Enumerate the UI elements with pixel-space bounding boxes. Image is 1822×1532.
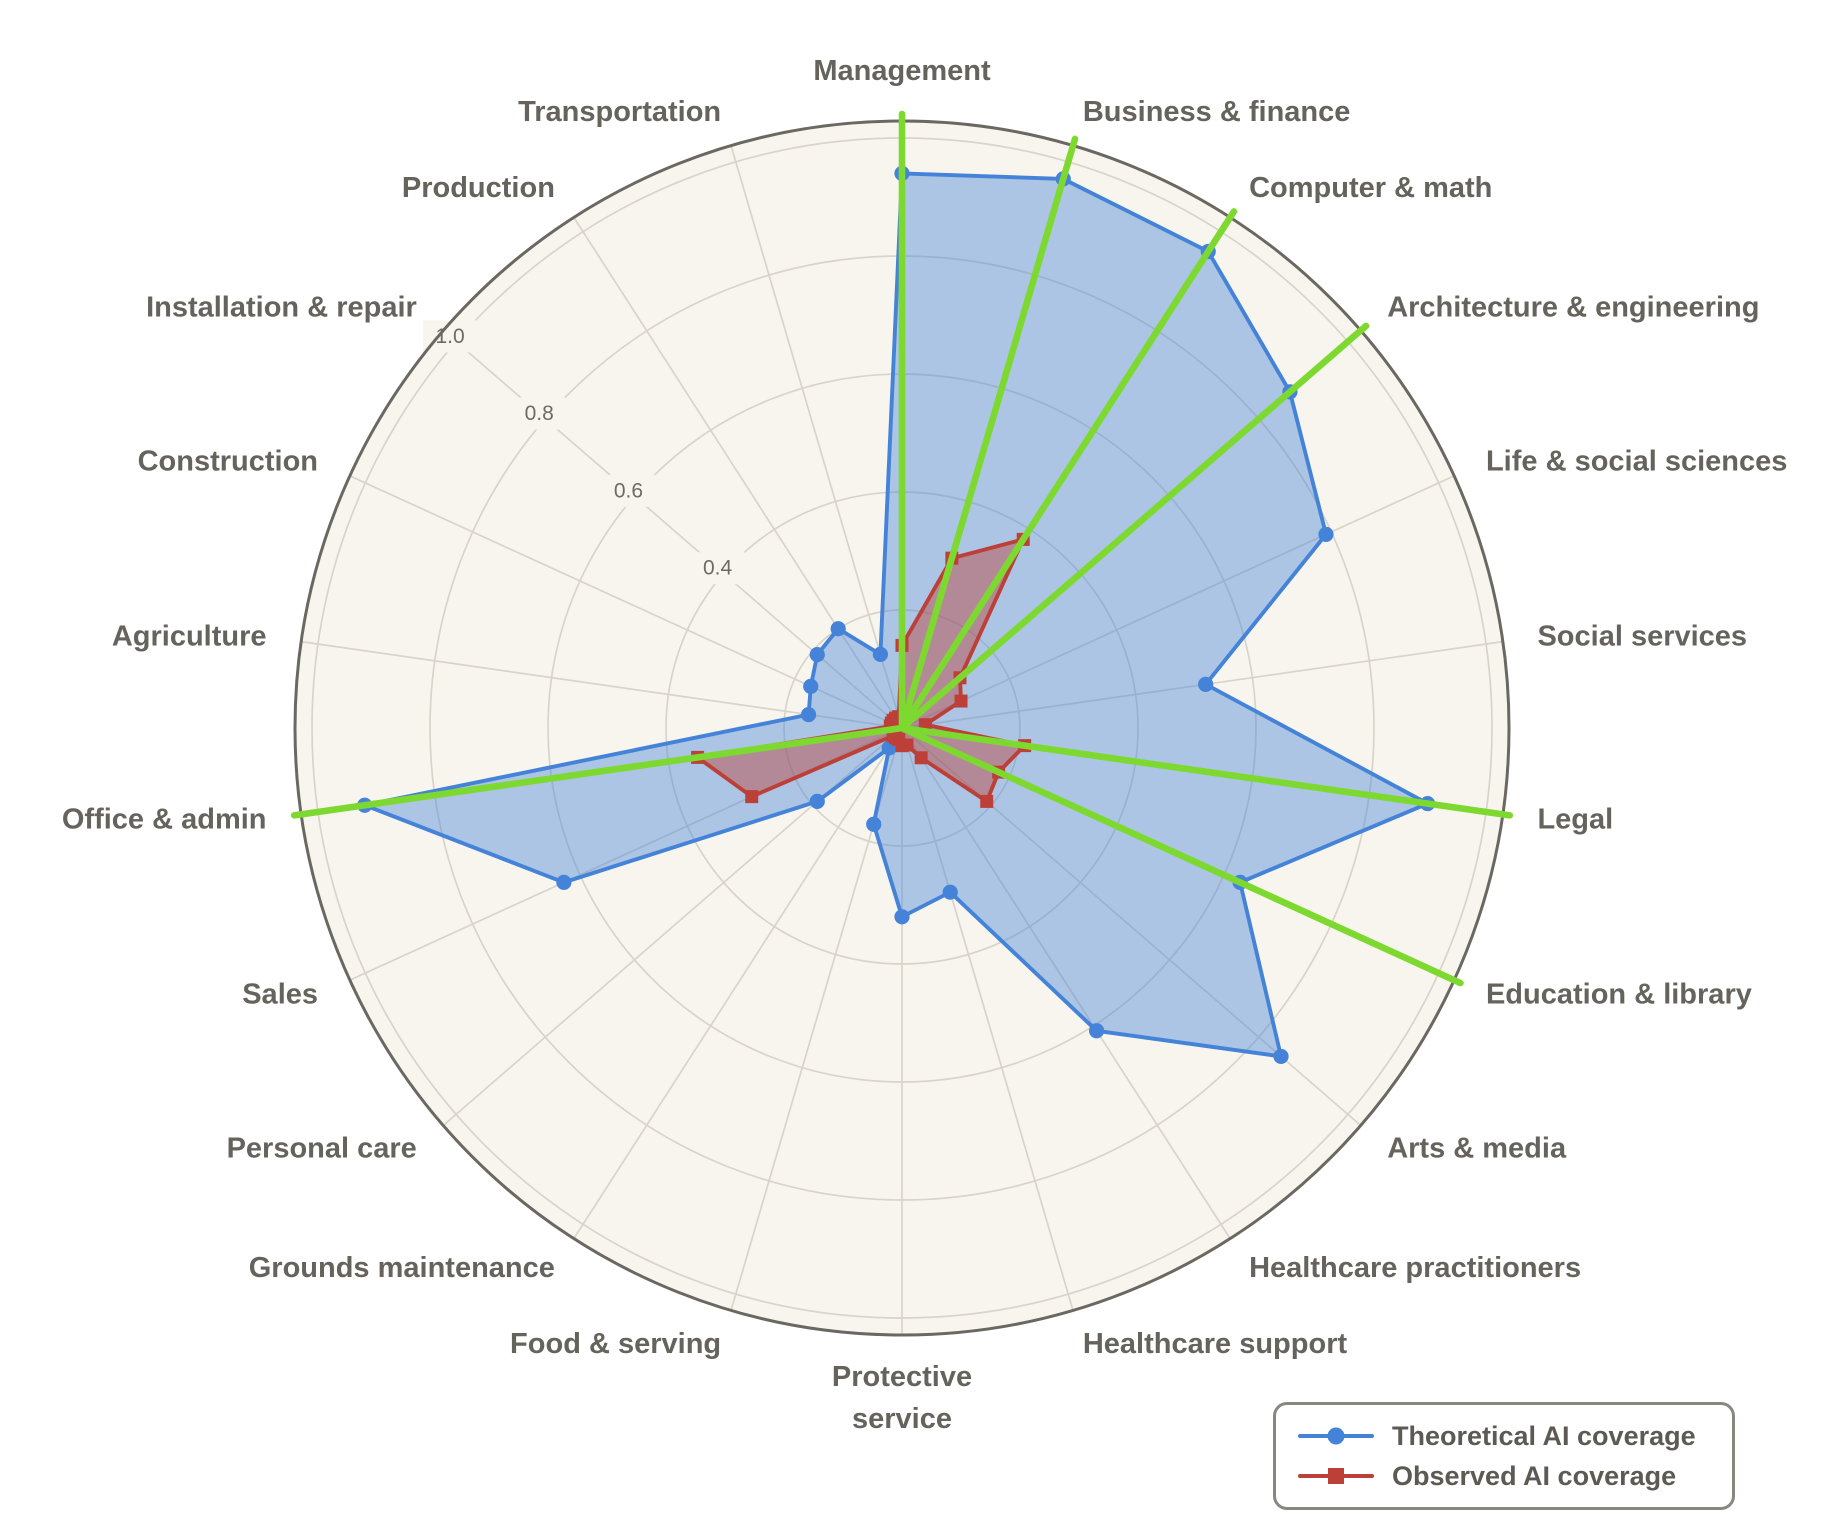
category-label-education-library: Education & library <box>1486 979 1752 1011</box>
category-label-installation-repair: Installation & repair <box>146 292 417 324</box>
rtick-bg-0.6 <box>601 474 656 507</box>
point-theoretical-ai-coverage-food-serving <box>866 816 882 832</box>
point-theoretical-ai-coverage-protective-service <box>894 909 910 925</box>
category-label-business-finance: Business & finance <box>1083 96 1351 128</box>
square-marker-icon <box>1328 1468 1344 1484</box>
highlight-spoke-legal <box>898 724 1514 819</box>
category-label-legal: Legal <box>1537 803 1613 835</box>
grid-spoke-healthcare-support <box>901 727 1074 1311</box>
highlight-spoke-education-library <box>898 724 1464 987</box>
grid-spoke-grounds-maintenance <box>573 727 903 1240</box>
rtick-bg-0.4 <box>690 552 745 585</box>
point-theoretical-ai-coverage-social-services <box>1198 676 1214 692</box>
category-label-construction: Construction <box>138 445 318 477</box>
point-observed-ai-coverage-life-social-sciences <box>954 694 968 708</box>
point-theoretical-ai-coverage-life-social-sciences <box>1318 526 1334 542</box>
legend-item-theoretical: Theoretical AI coverage <box>1298 1421 1732 1451</box>
point-theoretical-ai-coverage-construction <box>803 678 819 694</box>
legend-label-theoretical: Theoretical AI coverage <box>1392 1420 1696 1451</box>
grid-spoke-life-social-sciences <box>901 475 1455 729</box>
point-observed-ai-coverage-sales <box>745 790 759 804</box>
rtick-bg-0.8 <box>512 397 567 430</box>
r-axis-tick-0.8: 0.8 <box>525 402 554 425</box>
category-label-production: Production <box>402 172 555 204</box>
point-theoretical-ai-coverage-arts-media <box>1273 1048 1289 1065</box>
category-label-healthcare-practitioners: Healthcare practitioners <box>1249 1252 1581 1284</box>
r-axis-tick-0.4: 0.4 <box>703 557 733 580</box>
point-theoretical-ai-coverage-production <box>830 621 846 637</box>
category-label-arts-media: Arts & media <box>1387 1132 1567 1164</box>
legend-line-sample-blue <box>1298 1427 1374 1445</box>
point-observed-ai-coverage-healthcare-practitioners <box>914 751 928 765</box>
highlight-spoke-business-finance <box>898 135 1079 732</box>
legend-item-observed: Observed AI coverage <box>1298 1461 1732 1491</box>
category-label-grounds-maintenance: Grounds maintenance <box>249 1252 555 1284</box>
category-label-architecture-engineering: Architecture & engineering <box>1387 292 1759 324</box>
category-label-life-social-sciences: Life & social sciences <box>1486 445 1787 477</box>
category-label-food-serving: Food & serving <box>510 1328 721 1360</box>
point-observed-ai-coverage-arts-media <box>980 794 994 808</box>
category-label-transportation: Transportation <box>518 96 721 128</box>
category-label-social-services: Social services <box>1537 621 1747 653</box>
category-label-personal-care: Personal care <box>227 1132 417 1164</box>
highlight-spoke-computer-math <box>898 208 1238 732</box>
point-theoretical-ai-coverage-installation-repair <box>809 646 825 663</box>
circle-marker-icon <box>1327 1427 1345 1445</box>
point-theoretical-ai-coverage-transportation <box>872 646 888 663</box>
legend-label-observed: Observed AI coverage <box>1392 1460 1677 1491</box>
category-label-protective-service: Protective service <box>832 1361 972 1435</box>
point-theoretical-ai-coverage-sales <box>556 874 572 891</box>
legend: Theoretical AI coverage Observed AI cove… <box>1273 1402 1735 1510</box>
legend-line-sample-red <box>1298 1468 1374 1484</box>
point-theoretical-ai-coverage-healthcare-practitioners <box>1088 1023 1105 1039</box>
category-label-sales: Sales <box>242 979 318 1011</box>
category-label-office-admin: Office & admin <box>62 803 267 835</box>
grid-spoke-healthcare-practitioners <box>901 727 1231 1240</box>
r-axis-tick-0.6: 0.6 <box>614 479 643 502</box>
category-label-agriculture: Agriculture <box>112 621 267 653</box>
rtick-bg-1.0 <box>423 320 478 353</box>
point-theoretical-ai-coverage-personal-care <box>809 793 825 810</box>
point-theoretical-ai-coverage-agriculture <box>800 706 817 723</box>
point-theoretical-ai-coverage-healthcare-support <box>942 884 958 900</box>
highlight-spoke-office-admin <box>290 724 906 819</box>
category-label-healthcare-support: Healthcare support <box>1083 1328 1348 1360</box>
grid-spoke-installation-repair <box>442 329 903 729</box>
highlight-spoke-architecture-engineering <box>898 322 1370 732</box>
grid-spoke-transportation <box>730 145 903 729</box>
category-label-computer-math: Computer & math <box>1249 172 1492 204</box>
category-label-management: Management <box>813 55 991 87</box>
grid-spoke-production <box>573 216 903 729</box>
